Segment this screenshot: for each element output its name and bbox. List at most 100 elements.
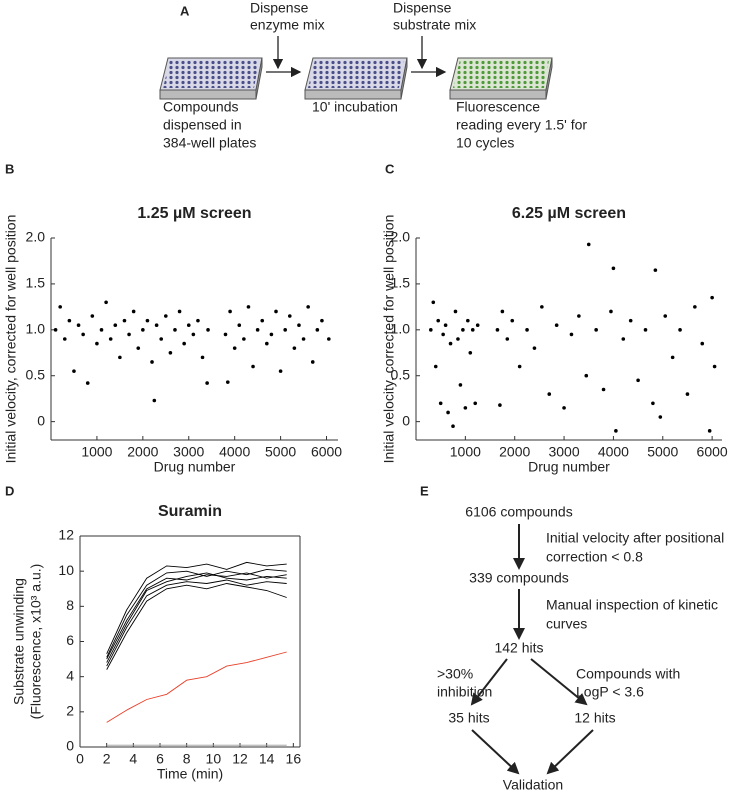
point bbox=[643, 328, 648, 332]
point bbox=[621, 337, 626, 341]
x-tick-label: 8 bbox=[183, 751, 191, 767]
point bbox=[72, 369, 76, 373]
point bbox=[693, 305, 697, 309]
point bbox=[255, 328, 260, 332]
y-axis-label: Initial velocity, corrected for well pos… bbox=[381, 215, 397, 464]
point bbox=[320, 318, 324, 323]
flow-node: 6106 compounds bbox=[465, 504, 572, 520]
point bbox=[700, 341, 705, 346]
step-label: Fluorescence bbox=[456, 99, 540, 115]
flow-node: 142 hits bbox=[494, 640, 543, 656]
y-tick-label: 0.5 bbox=[391, 366, 411, 382]
step-label: enzyme mix bbox=[250, 17, 325, 33]
point bbox=[58, 305, 62, 309]
y-tick-label: 0 bbox=[402, 412, 410, 428]
chart-title: Suramin bbox=[158, 503, 222, 520]
point bbox=[136, 346, 141, 350]
point bbox=[122, 318, 127, 323]
y-tick-label: 1.5 bbox=[391, 275, 411, 291]
point bbox=[145, 318, 150, 323]
point bbox=[327, 337, 331, 341]
point bbox=[636, 378, 640, 383]
point bbox=[658, 415, 663, 419]
point bbox=[310, 360, 315, 364]
point bbox=[458, 383, 463, 387]
point bbox=[225, 380, 230, 384]
point bbox=[159, 337, 164, 341]
step-label: Dispense bbox=[393, 0, 452, 16]
point bbox=[475, 323, 480, 328]
y-tick-label: 4 bbox=[66, 667, 74, 683]
point bbox=[232, 346, 237, 350]
y-tick-label: 6 bbox=[66, 632, 74, 648]
point bbox=[712, 364, 717, 369]
point bbox=[594, 328, 598, 332]
point bbox=[670, 355, 675, 360]
step-label: substrate mix bbox=[393, 17, 476, 33]
point bbox=[191, 332, 196, 337]
y-axis-label: Initial velocity, corrected for well pos… bbox=[3, 215, 19, 464]
point bbox=[651, 401, 655, 406]
x-tick-label: 0 bbox=[76, 751, 84, 767]
step-label: reading every 1.5' for bbox=[456, 117, 587, 133]
point bbox=[532, 346, 537, 350]
point bbox=[431, 300, 436, 305]
step-label: 384-well plates bbox=[163, 135, 256, 151]
point bbox=[473, 401, 478, 406]
x-tick-label: 16 bbox=[286, 751, 302, 767]
plate bbox=[449, 57, 553, 100]
y-tick-label: 8 bbox=[66, 597, 74, 613]
flow-criterion: correction < 0.8 bbox=[546, 549, 643, 565]
point bbox=[456, 337, 460, 341]
point bbox=[90, 314, 95, 318]
x-tick-label: 4000 bbox=[598, 444, 629, 460]
point bbox=[710, 295, 714, 300]
x-tick-label: 12 bbox=[232, 751, 248, 767]
point bbox=[517, 364, 522, 369]
plate bbox=[159, 57, 263, 100]
point bbox=[76, 323, 81, 328]
point bbox=[283, 328, 287, 332]
point bbox=[436, 318, 441, 323]
point bbox=[525, 328, 529, 332]
y-tick-label: 1.0 bbox=[391, 321, 411, 337]
plate bbox=[304, 57, 408, 100]
point bbox=[446, 410, 450, 415]
point bbox=[429, 328, 433, 332]
point bbox=[433, 364, 438, 369]
y-axis-label: Substrate unwinding bbox=[11, 578, 27, 705]
point bbox=[118, 355, 122, 360]
point bbox=[441, 332, 445, 337]
y-tick-label: 1.0 bbox=[26, 321, 46, 337]
point bbox=[663, 314, 668, 318]
x-tick-label: 14 bbox=[259, 751, 275, 767]
flow-criterion: Compounds with bbox=[576, 666, 680, 682]
point bbox=[653, 268, 658, 272]
point bbox=[269, 332, 274, 337]
point bbox=[246, 305, 251, 309]
point bbox=[609, 309, 613, 314]
point bbox=[95, 341, 99, 346]
point bbox=[104, 300, 108, 305]
point bbox=[297, 323, 301, 328]
point bbox=[510, 318, 515, 323]
flow-criterion: inhibition bbox=[437, 684, 492, 700]
series-line bbox=[106, 572, 287, 663]
flow-criterion: curves bbox=[546, 616, 587, 632]
step-label: Dispense bbox=[250, 0, 309, 16]
series-line bbox=[106, 568, 287, 658]
point bbox=[173, 328, 177, 332]
point bbox=[228, 309, 232, 314]
point bbox=[108, 337, 113, 341]
point bbox=[470, 328, 475, 332]
x-axis-label: Drug number bbox=[528, 459, 610, 475]
series-line bbox=[106, 572, 287, 660]
point bbox=[468, 350, 473, 355]
point bbox=[443, 323, 448, 328]
arrow bbox=[530, 658, 588, 706]
y-tick-label: 12 bbox=[58, 527, 74, 543]
y-tick-label: 0 bbox=[37, 412, 45, 428]
step-label: 10 cycles bbox=[456, 135, 514, 151]
point bbox=[99, 328, 104, 332]
